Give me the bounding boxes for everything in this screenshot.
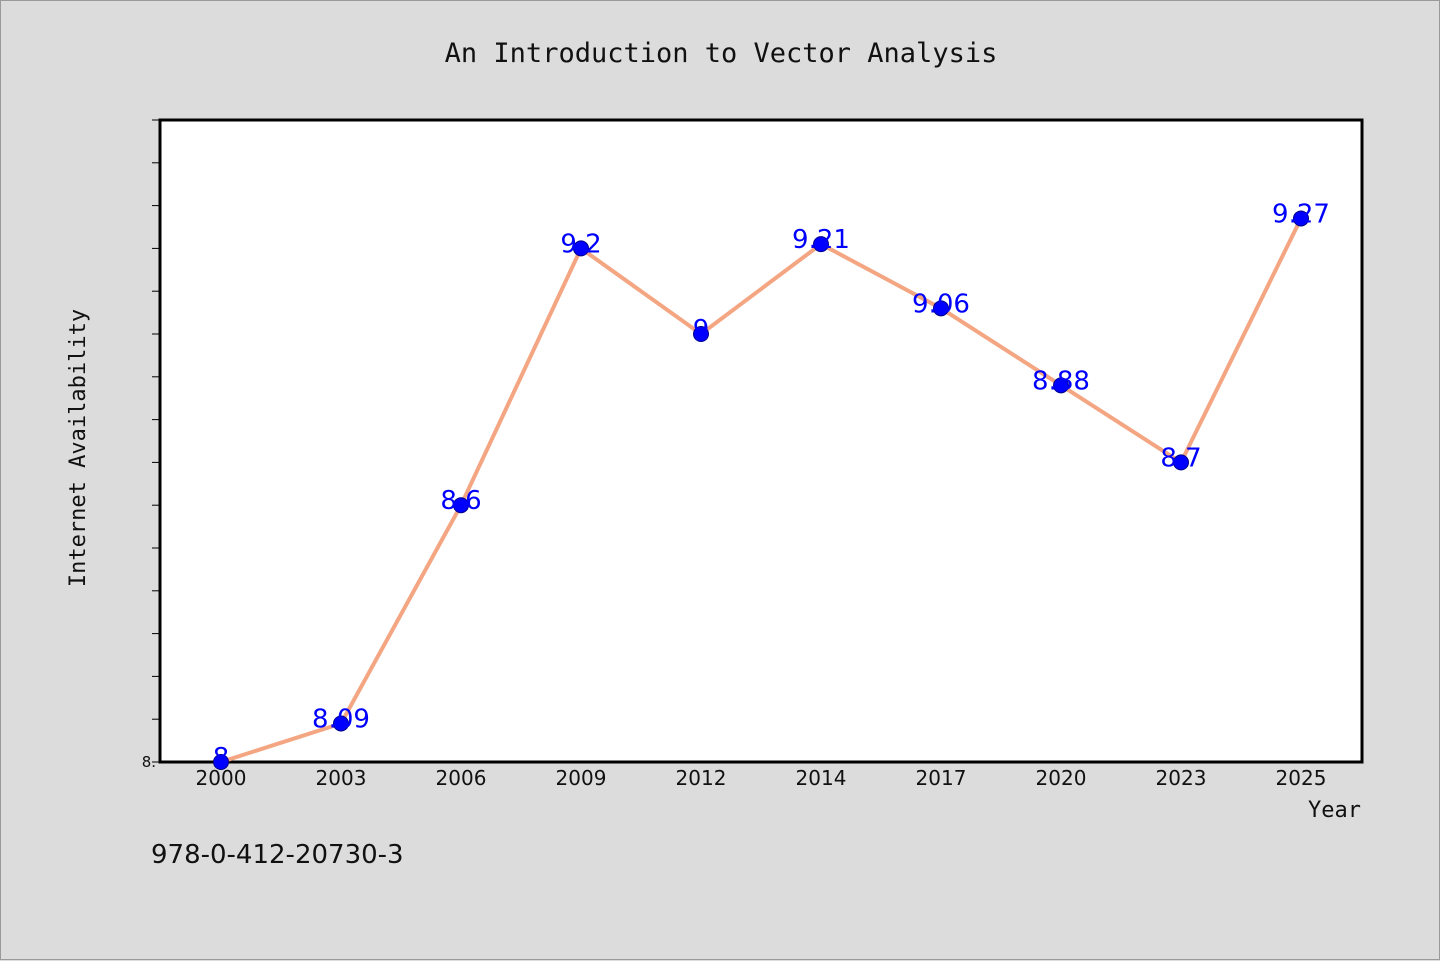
series-line bbox=[219, 216, 1303, 764]
x-tick-label: 2017 bbox=[916, 766, 967, 790]
data-point bbox=[813, 236, 829, 253]
data-point bbox=[933, 300, 949, 317]
series-layer bbox=[213, 210, 1309, 770]
x-tick-label: 2012 bbox=[676, 766, 727, 790]
data-point bbox=[1293, 210, 1309, 227]
data-label: 9.21 bbox=[792, 225, 850, 255]
data-label: 9 bbox=[693, 315, 710, 345]
data-label: 8.6 bbox=[440, 486, 481, 516]
x-tick-label: 2006 bbox=[436, 766, 487, 790]
data-point bbox=[1173, 454, 1189, 471]
x-axis-label: Year bbox=[1308, 798, 1361, 823]
x-tick-label: 2014 bbox=[796, 766, 847, 790]
isbn-text: 978-0-412-20730-3 bbox=[151, 840, 404, 870]
data-point bbox=[573, 240, 589, 257]
x-tick-label: 2020 bbox=[1036, 766, 1087, 790]
data-labels: 8 8.09 8.6 9.2 9 9.21 9.06 8.88 8.7 9.27 bbox=[213, 199, 1330, 773]
x-tick-label: 2003 bbox=[316, 766, 367, 790]
data-point bbox=[1053, 377, 1069, 394]
data-label: 8 bbox=[213, 743, 230, 773]
data-label: 8.88 bbox=[1032, 366, 1090, 396]
data-point bbox=[213, 754, 229, 770]
x-tick-label: 2009 bbox=[556, 766, 607, 790]
data-label: 9.2 bbox=[560, 229, 601, 259]
data-label: 8.09 bbox=[312, 704, 370, 734]
plot-area bbox=[158, 118, 1364, 764]
data-point bbox=[453, 497, 469, 514]
data-label: 9.27 bbox=[1272, 199, 1330, 229]
data-point bbox=[693, 326, 709, 342]
y-axis-ticks bbox=[152, 119, 160, 763]
y-axis-label: Internet Availability bbox=[66, 309, 91, 587]
x-tick-label: 2025 bbox=[1276, 766, 1327, 790]
data-point bbox=[333, 715, 349, 732]
data-label: 9.06 bbox=[912, 289, 970, 319]
y-tick-label: 8. bbox=[142, 753, 156, 771]
x-axis-ticks: 2000 2003 2006 2009 2012 2014 2017 2020 2023 2025 bbox=[196, 766, 1327, 790]
data-label: 8.7 bbox=[1160, 443, 1201, 473]
x-tick-label: 2023 bbox=[1156, 766, 1207, 790]
chart-title: An Introduction to Vector Analysis bbox=[445, 38, 998, 69]
